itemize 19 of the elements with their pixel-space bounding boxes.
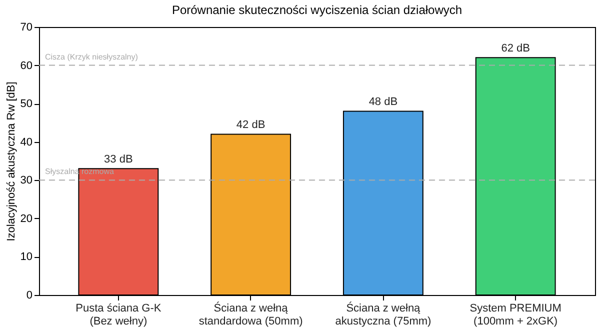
y-tick-label: 50 (20, 98, 32, 110)
ref-line-label: Cisza (Krzyk niesłyszalny) (45, 52, 138, 62)
x-tick-label: System PREMIUM (100mm + 2xGK) (470, 302, 562, 328)
x-tick-label: Ściana z wełną akustyczna (75mm) (335, 302, 432, 328)
chart-title: Porównanie skuteczności wyciszenia ścian działowych (172, 3, 462, 17)
y-axis-title: Izolacyjność akustyczna Rw [dB] (5, 82, 18, 242)
y-tick-label: 20 (20, 212, 32, 225)
y-tick-label: 40 (20, 136, 32, 148)
y-tick-label: 30 (20, 174, 32, 187)
x-tick-label: Ściana z wełną standardowa (50mm) (198, 302, 303, 328)
data-label: 42 dB (236, 119, 266, 132)
x-tick-label: Pusta ściana G-K (Bez wełny) (76, 302, 162, 328)
y-tick-label: 60 (20, 60, 32, 72)
y-tick-label: 10 (20, 251, 32, 264)
data-label: 33 dB (104, 154, 133, 166)
y-tick-label: 70 (20, 22, 32, 34)
y-tick-label: 0 (26, 290, 32, 302)
data-label: 62 dB (501, 42, 530, 55)
data-label: 48 dB (368, 96, 398, 108)
